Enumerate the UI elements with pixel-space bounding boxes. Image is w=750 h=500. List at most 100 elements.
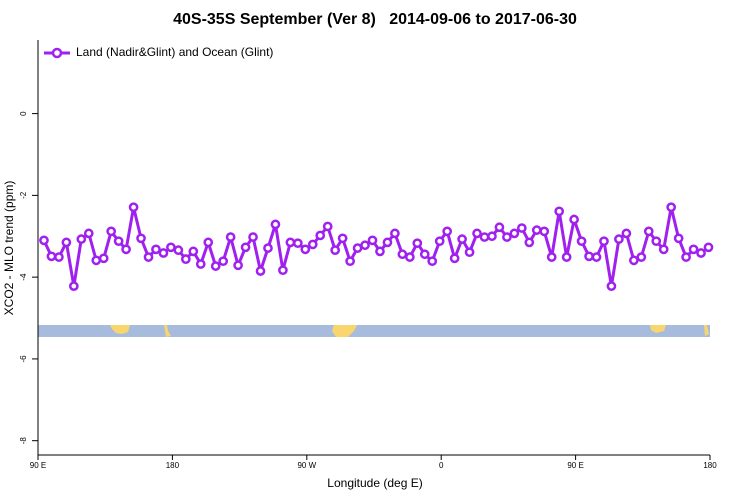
point bbox=[98, 253, 109, 264]
point bbox=[591, 252, 602, 262]
point bbox=[561, 252, 572, 262]
point bbox=[643, 226, 654, 237]
legend-label: Land (Nadir&Glint) and Ocean (Glint) bbox=[76, 45, 273, 59]
point bbox=[315, 230, 326, 241]
point bbox=[285, 237, 296, 248]
point bbox=[233, 260, 243, 271]
point bbox=[502, 232, 512, 242]
point bbox=[54, 252, 64, 262]
point bbox=[576, 236, 587, 247]
point bbox=[703, 242, 714, 253]
point bbox=[524, 237, 535, 248]
y-tick-label: -4 bbox=[19, 273, 28, 281]
point bbox=[546, 252, 557, 262]
point bbox=[472, 228, 482, 239]
point bbox=[143, 252, 154, 262]
point bbox=[479, 232, 490, 242]
point bbox=[218, 256, 229, 267]
point bbox=[337, 233, 348, 244]
point bbox=[330, 245, 341, 256]
point bbox=[449, 253, 460, 264]
point bbox=[614, 234, 624, 244]
point bbox=[442, 226, 453, 237]
point bbox=[569, 214, 579, 225]
point bbox=[531, 225, 542, 235]
x-tick-label: 180 bbox=[166, 461, 180, 470]
x-tick-label: 90 E bbox=[30, 461, 46, 470]
point bbox=[367, 235, 378, 246]
chart-title: 40S-35S September (Ver 8) 2014-09-06 to … bbox=[173, 11, 577, 28]
x-tick-label: 180 bbox=[703, 461, 717, 470]
point bbox=[203, 237, 214, 248]
point bbox=[46, 251, 57, 262]
point bbox=[188, 246, 199, 257]
point bbox=[210, 261, 221, 271]
point bbox=[509, 228, 520, 239]
point bbox=[136, 233, 146, 244]
point bbox=[39, 235, 49, 246]
point bbox=[673, 233, 684, 244]
point bbox=[666, 202, 677, 213]
point bbox=[404, 252, 415, 262]
point bbox=[606, 281, 617, 291]
point bbox=[390, 228, 400, 239]
point bbox=[539, 226, 550, 237]
point bbox=[180, 254, 191, 265]
point bbox=[494, 222, 505, 233]
y-tick-label: -2 bbox=[19, 191, 28, 199]
point bbox=[83, 228, 94, 239]
point bbox=[427, 256, 438, 267]
point bbox=[412, 238, 423, 249]
point bbox=[91, 255, 102, 266]
point bbox=[397, 249, 408, 260]
legend-swatch-marker bbox=[51, 47, 63, 59]
point bbox=[688, 244, 699, 255]
x-tick-label: 0 bbox=[439, 461, 444, 470]
point bbox=[158, 248, 169, 258]
y-tick-label: 0 bbox=[19, 111, 28, 116]
point bbox=[658, 244, 669, 255]
y-axis-label: XCO2 - MLO trend (ppm) bbox=[2, 181, 16, 316]
x-tick-label: 90 E bbox=[567, 461, 583, 470]
point bbox=[696, 248, 706, 258]
point bbox=[345, 256, 355, 267]
point bbox=[554, 206, 565, 217]
point bbox=[76, 234, 87, 244]
point bbox=[681, 252, 691, 262]
point bbox=[68, 281, 79, 291]
point bbox=[382, 237, 393, 248]
point bbox=[307, 239, 318, 250]
point bbox=[278, 265, 288, 276]
point bbox=[173, 245, 184, 256]
x-tick-label: 90 W bbox=[297, 461, 316, 470]
point bbox=[225, 232, 236, 242]
point bbox=[434, 236, 445, 247]
point bbox=[360, 240, 370, 251]
y-tick-label: -8 bbox=[19, 437, 28, 445]
point bbox=[464, 247, 475, 258]
point bbox=[166, 242, 176, 253]
point bbox=[300, 244, 311, 255]
point bbox=[457, 234, 467, 244]
point bbox=[255, 266, 266, 276]
y-tick-label: -6 bbox=[19, 355, 28, 363]
point bbox=[419, 249, 430, 260]
point bbox=[195, 259, 206, 269]
map-strip bbox=[38, 325, 710, 337]
point bbox=[61, 237, 72, 248]
point bbox=[621, 228, 632, 239]
point bbox=[113, 236, 124, 247]
point bbox=[375, 246, 385, 257]
point bbox=[106, 226, 117, 237]
point bbox=[292, 238, 303, 249]
point bbox=[128, 202, 139, 213]
point bbox=[270, 219, 281, 230]
point bbox=[248, 232, 258, 242]
x-axis-label: Longitude (deg E) bbox=[327, 476, 422, 490]
point bbox=[636, 252, 647, 262]
point bbox=[121, 244, 131, 255]
point bbox=[151, 244, 161, 255]
point bbox=[240, 242, 251, 253]
point bbox=[516, 223, 527, 233]
